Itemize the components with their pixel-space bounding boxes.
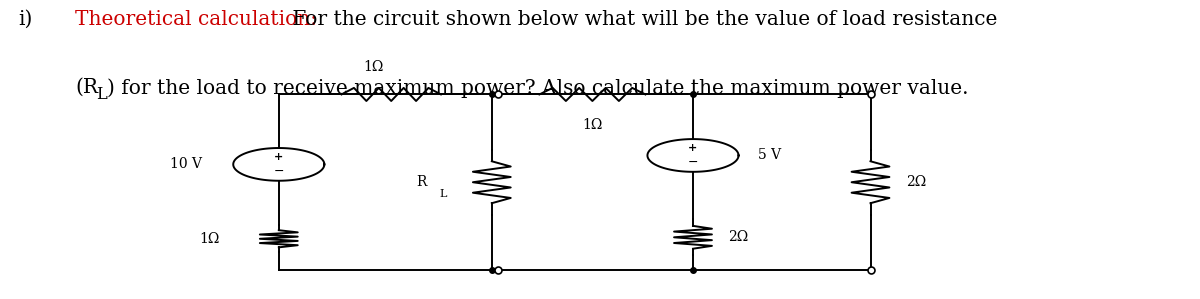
Text: 1Ω: 1Ω: [582, 118, 602, 132]
Text: +: +: [689, 143, 697, 153]
Text: For the circuit shown below what will be the value of load resistance: For the circuit shown below what will be…: [286, 10, 997, 29]
Text: L: L: [439, 189, 446, 199]
Text: R: R: [416, 175, 427, 189]
Text: (R: (R: [76, 78, 98, 97]
Text: +: +: [274, 152, 283, 162]
Text: −: −: [688, 156, 698, 169]
Text: ) for the load to receive maximum power? Also calculate the maximum power value.: ) for the load to receive maximum power?…: [107, 78, 968, 98]
Text: L: L: [96, 86, 107, 103]
Text: 10 V: 10 V: [170, 157, 202, 171]
Text: 1Ω: 1Ω: [199, 232, 220, 246]
Text: −: −: [274, 165, 284, 178]
Text: Theoretical calculation:: Theoretical calculation:: [76, 10, 317, 29]
Text: 2Ω: 2Ω: [728, 230, 749, 244]
Text: 1Ω: 1Ω: [364, 60, 384, 74]
Text: i): i): [18, 10, 32, 29]
Text: 5 V: 5 V: [758, 148, 781, 162]
Text: 2Ω: 2Ω: [906, 175, 926, 189]
